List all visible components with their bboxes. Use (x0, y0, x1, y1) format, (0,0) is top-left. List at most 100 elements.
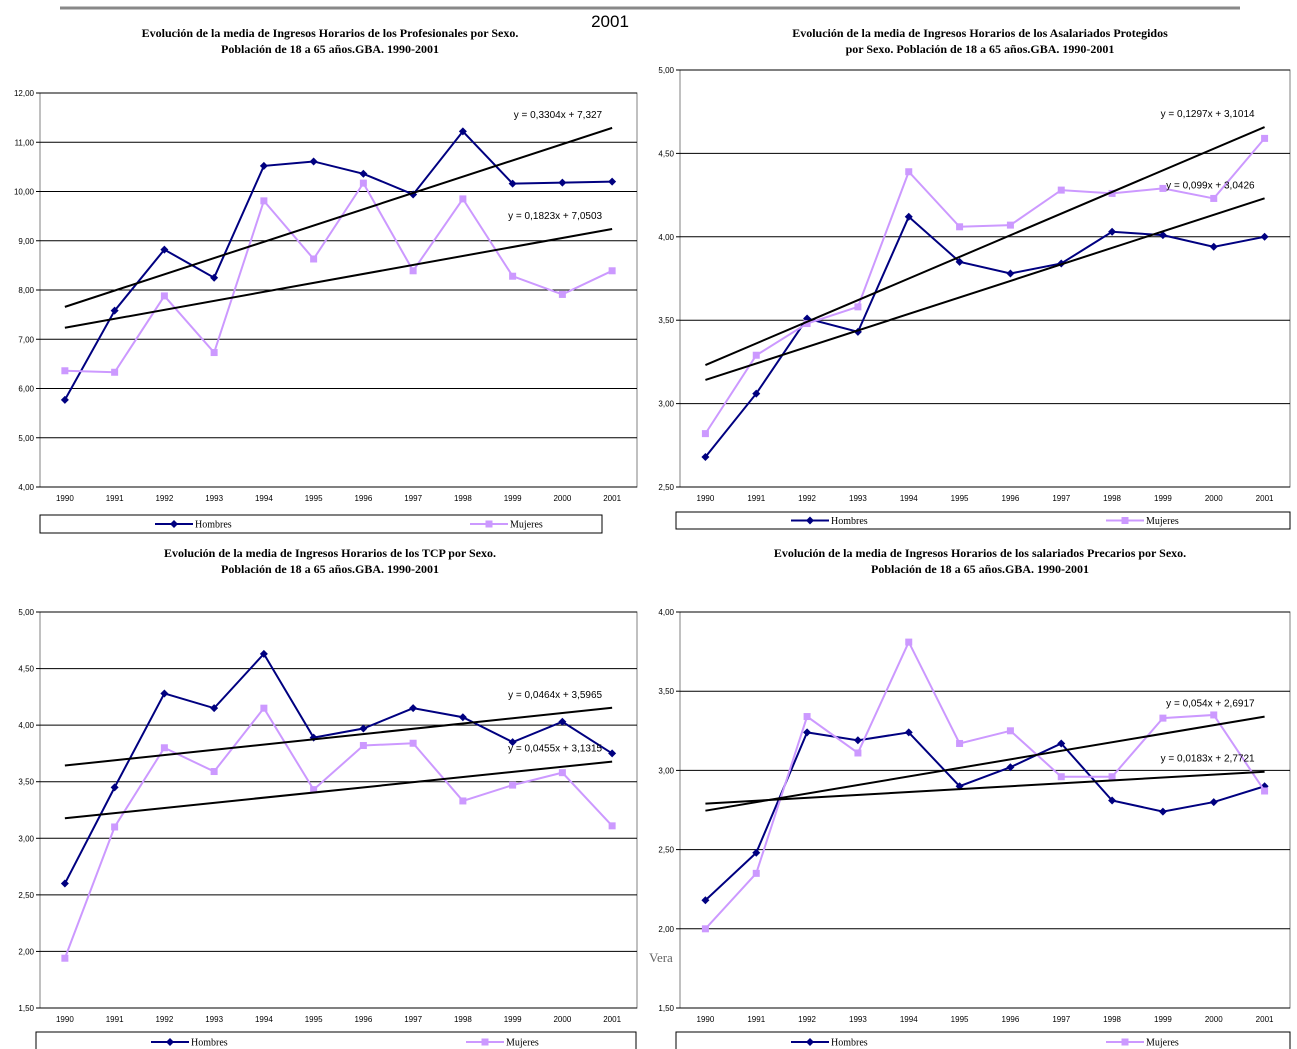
point (110, 783, 119, 792)
point (1006, 221, 1014, 229)
legend-label: Hombres (191, 1038, 228, 1049)
x-tick-label: 1995 (951, 494, 969, 503)
point (608, 822, 616, 830)
point (1209, 798, 1218, 807)
point (1108, 227, 1117, 236)
point (508, 738, 517, 747)
point (409, 704, 418, 713)
point (359, 179, 367, 187)
point (956, 223, 964, 231)
x-tick-label: 1992 (798, 1015, 816, 1024)
header-text: 2001 (591, 12, 629, 31)
point (1108, 773, 1116, 781)
point (359, 724, 368, 733)
x-tick-label: 1993 (849, 494, 867, 503)
x-tick-label: 1990 (56, 494, 74, 503)
point (1057, 773, 1065, 781)
point (458, 127, 467, 136)
point (608, 749, 617, 758)
x-tick-label: 1994 (255, 494, 273, 503)
point (409, 267, 417, 275)
x-tick-label: 1994 (255, 1015, 273, 1024)
x-tick-label: 1996 (1002, 1015, 1020, 1024)
legend-marker (166, 1038, 174, 1046)
point (608, 267, 616, 275)
y-tick-label: 5,00 (658, 66, 674, 75)
plot-area (39, 611, 638, 1009)
y-tick-label: 3,00 (658, 400, 674, 409)
y-tick-label: 5,00 (18, 434, 34, 443)
x-tick-label: 1991 (747, 494, 765, 503)
point (260, 197, 268, 205)
y-tick-label: 8,00 (18, 286, 34, 295)
x-tick-label: 1993 (205, 1015, 223, 1024)
y-tick-label: 11,00 (15, 138, 35, 147)
trend-label: y = 0,3304x + 7,327 (514, 110, 603, 121)
x-tick-label: 2001 (1256, 494, 1274, 503)
legend-marker (1121, 517, 1129, 524)
x-tick-label: 1999 (504, 494, 522, 503)
x-tick-label: 1997 (404, 1015, 422, 1024)
legend-box (675, 511, 1291, 530)
chart-title: Evolución de la media de Ingresos Horari… (164, 546, 496, 560)
x-tick-label: 1997 (404, 494, 422, 503)
legend-label: Hombres (195, 520, 232, 531)
trend-line (64, 126, 613, 308)
series-line (704, 215, 1265, 458)
point (701, 430, 709, 438)
point (803, 713, 811, 721)
point (1159, 714, 1167, 722)
trend-label: y = 0,0455x + 3,1315 (508, 744, 602, 755)
x-tick-label: 1993 (849, 1015, 867, 1024)
point (1158, 807, 1167, 816)
series-line (704, 731, 1265, 902)
point (854, 303, 862, 311)
point (558, 178, 567, 187)
point (701, 452, 710, 461)
point (409, 739, 417, 747)
point (160, 744, 168, 752)
y-tick-label: 2,50 (658, 846, 674, 855)
point (1006, 727, 1014, 735)
x-tick-label: 1995 (305, 494, 323, 503)
x-tick-label: 1996 (1002, 494, 1020, 503)
point (259, 649, 268, 658)
x-tick-label: 1993 (205, 494, 223, 503)
point (1209, 242, 1218, 251)
y-tick-label: 3,00 (658, 766, 674, 775)
trend-line (705, 126, 1265, 366)
point (508, 179, 517, 188)
x-tick-label: 1992 (798, 494, 816, 503)
point (160, 689, 169, 698)
legend-box (35, 1031, 637, 1049)
point (854, 749, 862, 757)
point (803, 728, 812, 737)
point (558, 769, 566, 777)
point (558, 290, 566, 298)
trend-line (64, 706, 613, 767)
trend-line (705, 197, 1265, 381)
point (955, 257, 964, 266)
y-tick-label: 1,50 (18, 1004, 34, 1013)
point (60, 879, 69, 888)
trend-label: y = 0,1823x + 7,0503 (508, 211, 602, 222)
y-tick-label: 3,50 (658, 316, 674, 325)
legend-box (675, 1031, 1291, 1049)
chart-title: Evolución de la media de Ingresos Horari… (792, 26, 1168, 40)
trend-label: y = 0,054x + 2,6917 (1166, 699, 1255, 710)
y-tick-label: 9,00 (18, 237, 34, 246)
series-line (64, 181, 613, 374)
point (458, 713, 467, 722)
plot-area (679, 611, 1291, 1009)
point (1108, 189, 1116, 197)
trend-label: y = 0,0464x + 3,5965 (508, 690, 602, 701)
point (904, 212, 913, 221)
chart: Evolución de la media de Ingresos Horari… (18, 546, 638, 1049)
chart-title: Evolución de la media de Ingresos Horari… (774, 546, 1186, 560)
y-tick-label: 4,50 (658, 149, 674, 158)
x-tick-label: 1991 (747, 1015, 765, 1024)
trend-label: y = 0,099x + 3,0426 (1166, 180, 1255, 191)
point (752, 848, 761, 857)
x-tick-label: 1998 (1103, 1015, 1121, 1024)
trend-line (705, 770, 1265, 805)
